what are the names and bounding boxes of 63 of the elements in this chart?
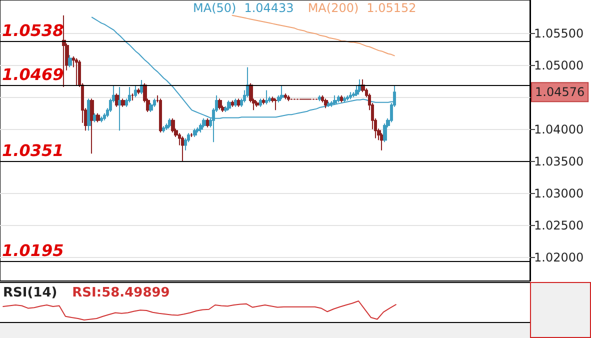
candlestick bbox=[68, 54, 72, 68]
candlestick bbox=[234, 98, 237, 108]
candlestick bbox=[218, 98, 222, 110]
chart-title: RSI(14) bbox=[3, 286, 58, 300]
candlestick bbox=[121, 98, 125, 108]
candlestick bbox=[346, 94, 349, 101]
annotation: 1.05152 bbox=[366, 1, 416, 15]
y-tick-label: 1.04000 bbox=[534, 122, 584, 136]
candlestick bbox=[193, 128, 197, 138]
candlestick bbox=[75, 58, 78, 86]
candlestick bbox=[162, 126, 165, 133]
annotation: 1.04433 bbox=[244, 1, 294, 15]
ref-line-label: 1.0469 bbox=[2, 65, 64, 84]
candlestick bbox=[206, 118, 209, 128]
candlestick bbox=[380, 132, 384, 151]
candlestick bbox=[327, 101, 331, 108]
y-tick-label: 1.02000 bbox=[534, 250, 584, 264]
candlestick bbox=[274, 98, 278, 111]
candlestick bbox=[255, 100, 259, 108]
candlestick bbox=[265, 90, 268, 105]
text: 1.04576 bbox=[535, 85, 585, 100]
y-tick-label: 1.05000 bbox=[534, 58, 584, 72]
candlestick bbox=[100, 116, 103, 123]
line-series bbox=[232, 14, 395, 56]
candlestick bbox=[324, 98, 328, 109]
candlestick bbox=[318, 94, 321, 102]
ref-line-label: 1.0351 bbox=[2, 141, 64, 160]
candlestick bbox=[137, 88, 140, 95]
y-tick-label: 1.03000 bbox=[534, 186, 584, 200]
candlestick bbox=[259, 98, 262, 108]
candlestick bbox=[287, 94, 290, 102]
candlestick bbox=[149, 102, 153, 113]
candlestick bbox=[340, 94, 343, 103]
y-tick-label: 1.05500 bbox=[534, 26, 584, 40]
candlestick bbox=[284, 92, 287, 100]
candlestick bbox=[62, 14, 66, 88]
candlestick bbox=[237, 98, 240, 108]
candlestick bbox=[159, 98, 162, 133]
candlestick bbox=[134, 84, 137, 98]
text: MA(50) bbox=[193, 1, 236, 15]
ref-line-label: 1.0538 bbox=[2, 21, 64, 40]
candlestick bbox=[171, 118, 175, 133]
candlestick bbox=[349, 92, 352, 100]
candlestick bbox=[280, 84, 284, 100]
candlestick bbox=[118, 86, 122, 132]
candlestick bbox=[181, 136, 184, 162]
series-label: MA(200) bbox=[308, 1, 359, 15]
y-tick-label: 1.03500 bbox=[534, 154, 584, 168]
candlestick bbox=[90, 98, 94, 154]
text: RSI:58.49899 bbox=[72, 286, 170, 300]
candlestick bbox=[343, 96, 346, 103]
candlestick bbox=[196, 126, 200, 133]
candlestick bbox=[227, 100, 231, 111]
ref-line-label: 1.0195 bbox=[2, 241, 64, 260]
candlestick bbox=[96, 112, 100, 123]
candlestick bbox=[131, 92, 134, 101]
y-tick-label: 1.02500 bbox=[534, 218, 584, 232]
candlestick bbox=[115, 92, 119, 108]
candlestick bbox=[333, 94, 337, 106]
candlestick bbox=[262, 98, 265, 105]
candlestick bbox=[128, 86, 131, 103]
candlestick bbox=[231, 100, 234, 108]
candlestick bbox=[337, 94, 340, 103]
